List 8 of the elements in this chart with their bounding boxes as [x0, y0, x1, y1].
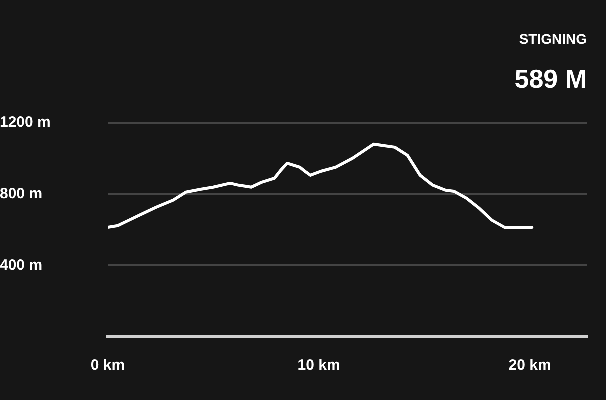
x-tick-label: 10 km — [298, 357, 340, 374]
y-tick-label: 800 m — [0, 185, 43, 202]
text: 589 M — [514, 64, 587, 94]
y-tick-label: 400 m — [0, 256, 43, 274]
x-tick-label: 0 km — [90, 357, 126, 374]
y-tick-label: 1200 m — [0, 114, 51, 132]
text: STIGNING — [519, 31, 588, 47]
x-tick-label: 20 km — [508, 357, 552, 374]
